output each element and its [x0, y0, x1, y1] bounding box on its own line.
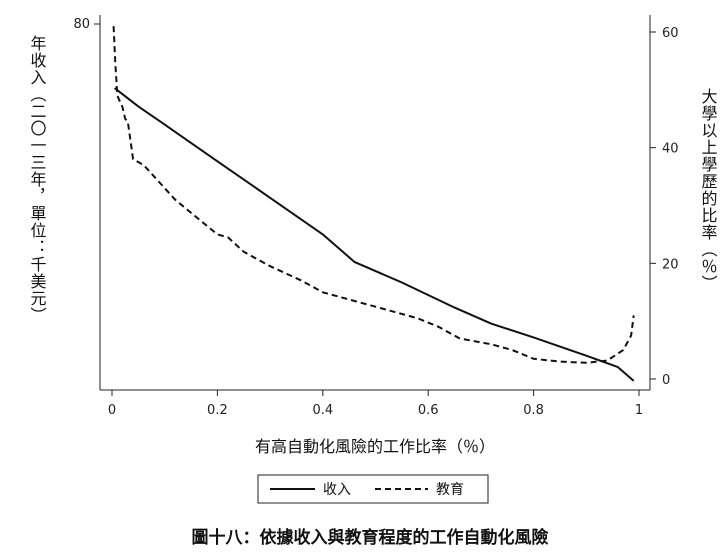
y-right-tick-label: 60 [662, 26, 679, 41]
x-tick-label: 0.8 [523, 403, 544, 418]
legend-label-education: 教育 [436, 482, 464, 498]
education-line [112, 26, 635, 364]
y-right-tick-label: 40 [662, 142, 679, 157]
y-axis-right-title: 大學以上學歷的比率（％） [699, 88, 718, 292]
plot-area: 0 0.2 0.4 0.6 0.8 1 80 0 20 40 60 [73, 15, 679, 418]
y-right-tick-label: 20 [662, 257, 679, 272]
x-tick-label: 1 [635, 403, 643, 418]
x-tick-label: 0 [108, 403, 116, 418]
income-line [113, 87, 635, 382]
legend: 收入 教育 [257, 474, 489, 504]
x-axis-title: 有高自動化風險的工作比率（％） [255, 437, 495, 456]
x-tick-label: 0.2 [207, 403, 228, 418]
y-left-tick-label: 80 [73, 17, 90, 32]
legend-box [257, 474, 489, 504]
x-tick-label: 0.4 [312, 403, 333, 418]
figure-caption: 圖十八：依據收入與教育程度的工作自動化風險 [192, 527, 549, 548]
x-tick-label: 0.6 [418, 403, 439, 418]
y-right-tick-label: 0 [662, 373, 670, 388]
y-axis-left-title: 年收入（二〇一三年，單位：千美元） [28, 35, 47, 324]
legend-label-income: 收入 [323, 482, 351, 498]
